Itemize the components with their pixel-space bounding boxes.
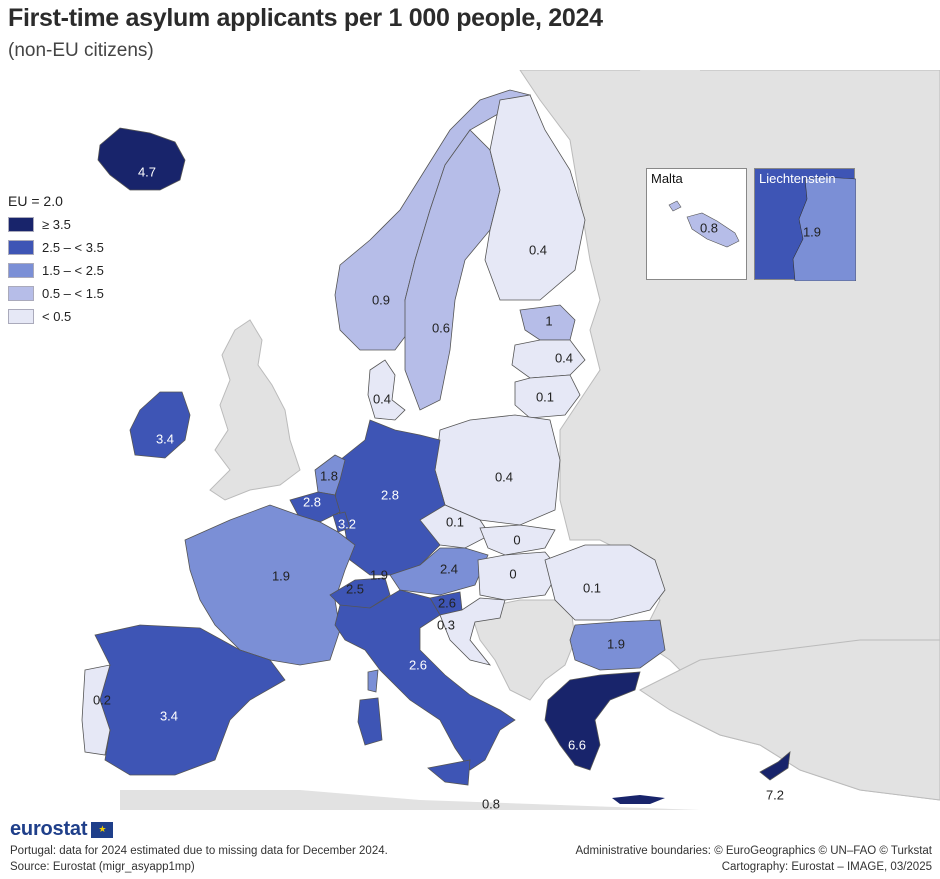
inset-malta-title: Malta bbox=[651, 171, 683, 186]
label-france: 1.9 bbox=[272, 568, 290, 583]
label-greece: 6.6 bbox=[568, 737, 586, 752]
label-lithuania: 0.1 bbox=[536, 389, 554, 404]
legend-eu-value: EU = 2.0 bbox=[8, 193, 63, 209]
uk-land bbox=[209, 319, 301, 501]
label-portugal: 0.2 bbox=[93, 692, 111, 707]
footer-cartography: Cartography: Eurostat – IMAGE, 03/2025 bbox=[721, 861, 932, 873]
country-latvia bbox=[511, 339, 586, 379]
country-bulgaria bbox=[569, 619, 666, 671]
label-czechia: 0.1 bbox=[446, 514, 464, 529]
country-finland bbox=[484, 94, 586, 301]
label-finland: 0.4 bbox=[529, 242, 547, 257]
page-title: First-time asylum applicants per 1 000 p… bbox=[8, 4, 603, 32]
legend-row: 1.5 – < 2.5 bbox=[8, 259, 104, 282]
country-greece bbox=[544, 671, 641, 771]
legend-row: < 0.5 bbox=[8, 305, 104, 328]
inset-liechtenstein-title: Liechtenstein bbox=[759, 171, 836, 186]
label-slovakia: 0 bbox=[513, 532, 520, 547]
inset-liechtenstein: 1.9 Liechtenstein bbox=[754, 168, 856, 281]
crete bbox=[612, 795, 665, 804]
country-denmark bbox=[367, 359, 406, 421]
label-ireland: 3.4 bbox=[156, 431, 174, 446]
liechtenstein-shape: 1.9 bbox=[792, 176, 856, 281]
footer-credits: Administrative boundaries: © EuroGeograp… bbox=[575, 843, 932, 875]
legend-label: 2.5 – < 3.5 bbox=[42, 240, 104, 255]
label-romania: 0.1 bbox=[583, 580, 601, 595]
label-norway: 0.9 bbox=[372, 292, 390, 307]
footer-notes: Portugal: data for 2024 estimated due to… bbox=[10, 843, 388, 875]
country-ireland bbox=[129, 391, 191, 459]
inset-malta: Malta 0.8 bbox=[646, 168, 747, 280]
label-iceland: 4.7 bbox=[138, 164, 156, 179]
country-austria bbox=[389, 547, 489, 596]
label-poland: 0.4 bbox=[495, 469, 513, 484]
balkans-land bbox=[469, 599, 576, 701]
footer-source: Source: Eurostat (migr_asyapp1mp) bbox=[10, 861, 195, 873]
country-slovakia bbox=[479, 524, 556, 556]
legend-swatch bbox=[8, 286, 34, 301]
corsica bbox=[367, 669, 379, 693]
legend-label: 0.5 – < 1.5 bbox=[42, 286, 104, 301]
label-estonia: 1 bbox=[545, 313, 552, 328]
inset-liechtenstein-value: 1.9 bbox=[803, 224, 821, 239]
country-luxembourg bbox=[332, 511, 351, 533]
label-sweden: 0.6 bbox=[432, 320, 450, 335]
map-legend: EU = 2.0 ≥ 3.5 2.5 – < 3.5 1.5 – < 2.5 0… bbox=[8, 193, 104, 328]
legend-row: ≥ 3.5 bbox=[8, 213, 104, 236]
malta-island: 0.8 bbox=[668, 200, 740, 248]
footer-boundaries: Administrative boundaries: © EuroGeograp… bbox=[575, 845, 932, 857]
legend-swatch bbox=[8, 309, 34, 324]
label-malta: 0.8 bbox=[482, 796, 500, 810]
sicily bbox=[427, 759, 471, 786]
label-switzerland: 2.5 bbox=[346, 581, 364, 596]
country-iceland bbox=[97, 127, 186, 191]
label-slovenia: 2.6 bbox=[438, 595, 456, 610]
label-liechtenstein-main: 1.9 bbox=[370, 567, 388, 582]
label-latvia: 0.4 bbox=[555, 350, 573, 365]
label-italy: 2.6 bbox=[409, 657, 427, 672]
label-belgium: 2.8 bbox=[303, 494, 321, 509]
label-cyprus: 7.2 bbox=[766, 787, 784, 802]
non-eu-north-land bbox=[640, 70, 700, 110]
country-italy bbox=[334, 589, 516, 771]
legend-row: 0.5 – < 1.5 bbox=[8, 282, 104, 305]
country-croatia bbox=[439, 597, 506, 666]
sardinia bbox=[357, 697, 383, 746]
eurostat-logo-text: eurostat bbox=[10, 818, 88, 840]
label-germany: 2.8 bbox=[381, 487, 399, 502]
eurostat-logo: eurostat bbox=[10, 818, 114, 841]
legend-label: 1.5 – < 2.5 bbox=[42, 263, 104, 278]
country-sweden bbox=[404, 129, 501, 411]
legend-swatch bbox=[8, 263, 34, 278]
label-austria: 2.4 bbox=[440, 561, 458, 576]
legend-label: ≥ 3.5 bbox=[42, 217, 71, 232]
eu-flag-icon bbox=[91, 821, 114, 838]
label-bulgaria: 1.9 bbox=[607, 636, 625, 651]
label-croatia: 0.3 bbox=[437, 617, 455, 632]
label-hungary: 0 bbox=[509, 566, 516, 581]
label-denmark: 0.4 bbox=[373, 391, 391, 406]
country-portugal bbox=[81, 664, 111, 756]
legend-label: < 0.5 bbox=[42, 309, 72, 324]
label-luxembourg: 3.2 bbox=[338, 516, 356, 531]
label-netherlands: 1.8 bbox=[320, 468, 338, 483]
page-subtitle: (non-EU citizens) bbox=[8, 40, 154, 61]
label-spain: 3.4 bbox=[160, 708, 178, 723]
legend-swatch bbox=[8, 217, 34, 232]
country-romania bbox=[544, 544, 666, 621]
country-cyprus bbox=[759, 751, 791, 781]
africa-land bbox=[120, 790, 700, 810]
inset-malta-value: 0.8 bbox=[700, 220, 718, 235]
legend-swatch bbox=[8, 240, 34, 255]
turkey-land bbox=[639, 639, 940, 801]
legend-row: 2.5 – < 3.5 bbox=[8, 236, 104, 259]
footer-note: Portugal: data for 2024 estimated due to… bbox=[10, 845, 388, 857]
country-lithuania bbox=[514, 374, 581, 419]
